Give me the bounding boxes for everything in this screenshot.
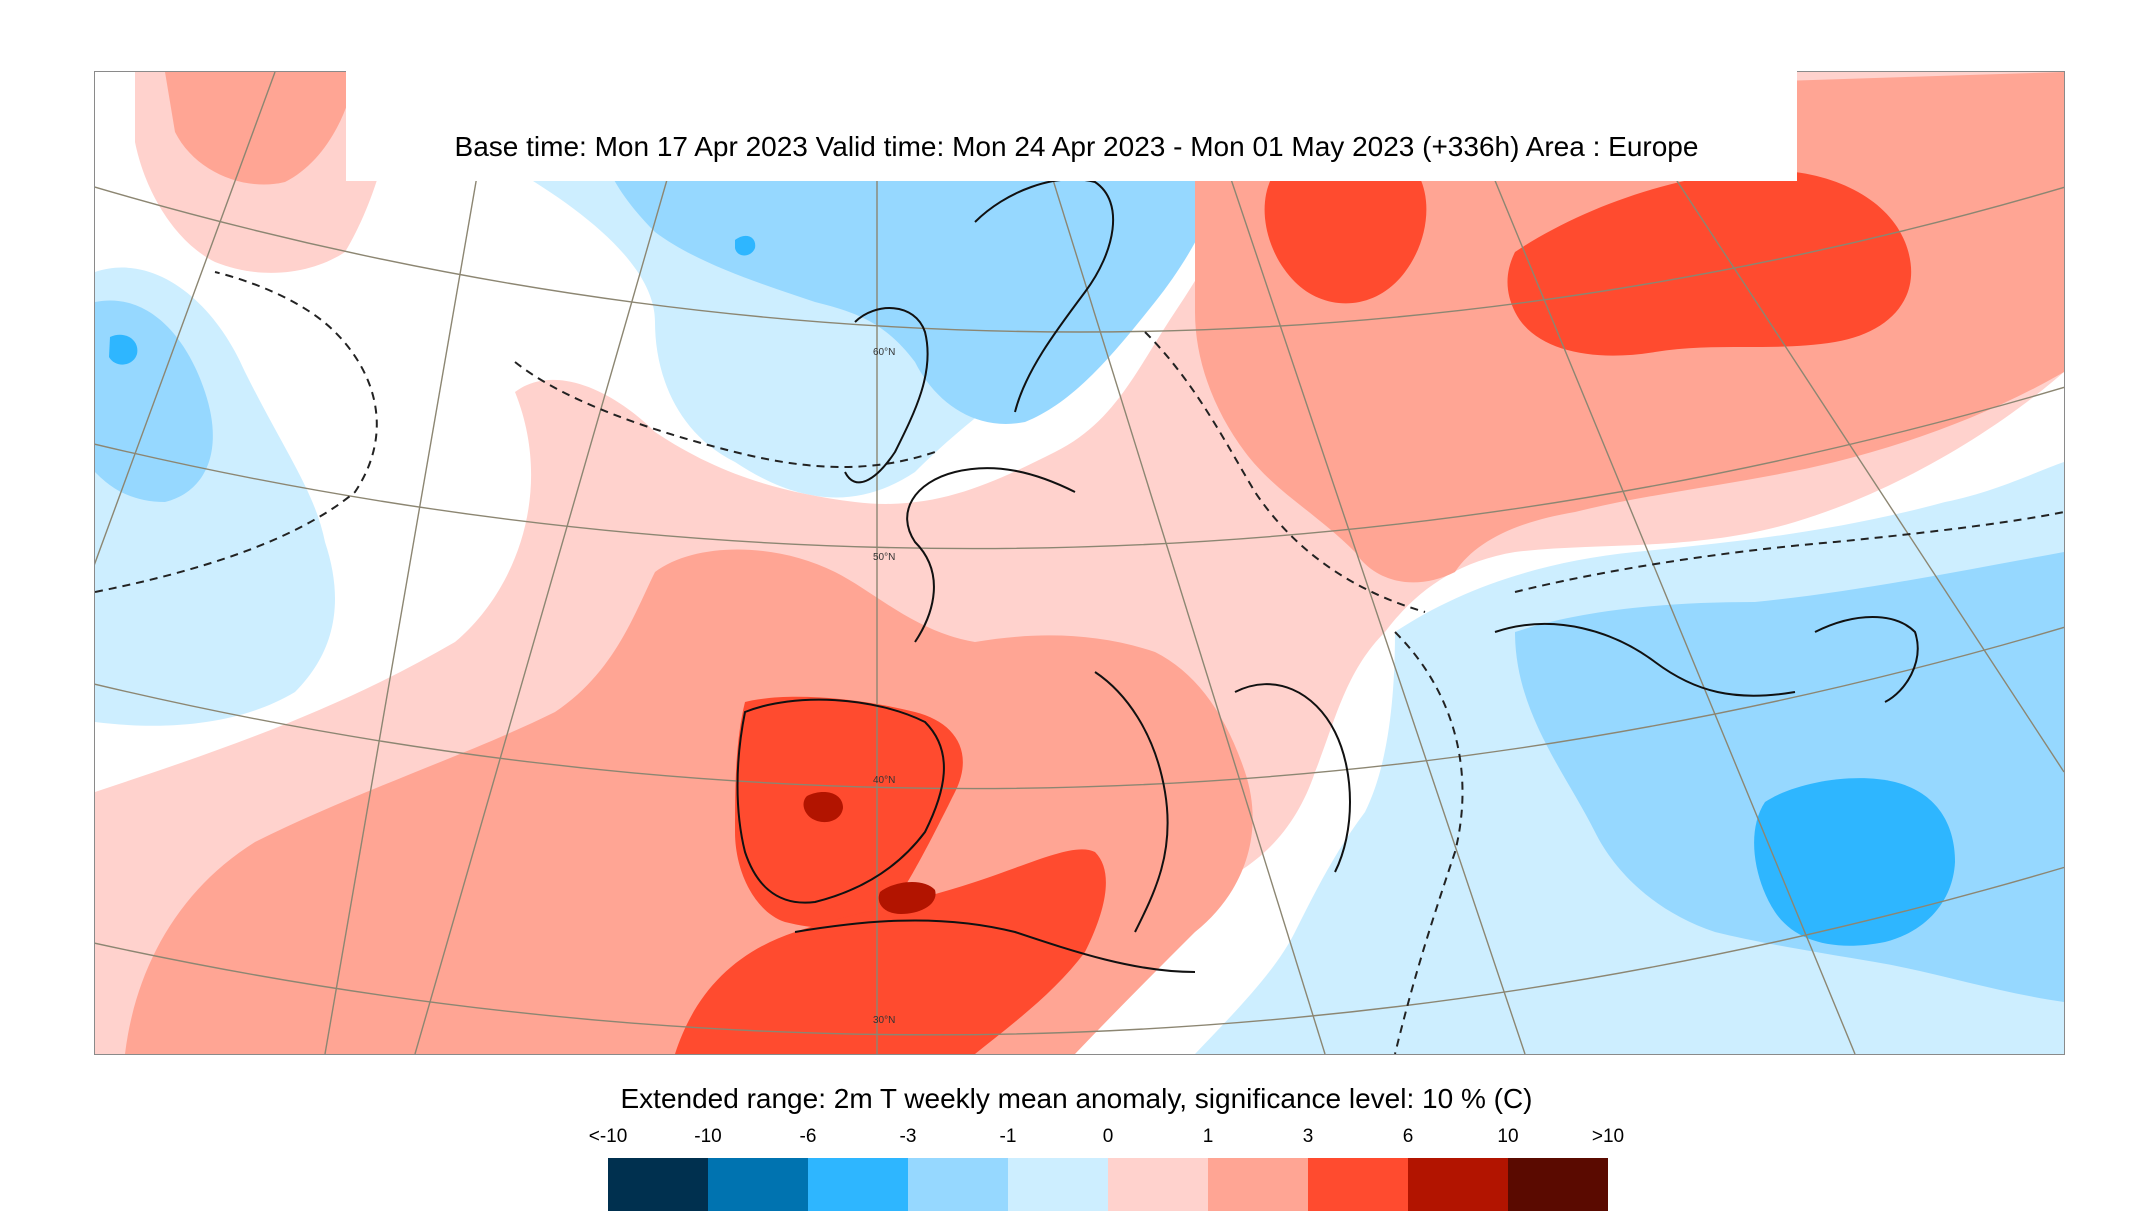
colorbar-swatch	[1308, 1158, 1408, 1211]
north-africa-strong-warm	[675, 849, 1106, 1054]
colorbar-swatch	[608, 1158, 708, 1211]
colorbar-tick-label: -3	[899, 1126, 917, 1147]
east-russia-strong-warm	[1507, 170, 1912, 356]
lat-label-50: 50°N	[873, 552, 895, 563]
iceland-cool-core	[735, 235, 756, 256]
colorbar-tick-label: 1	[1202, 1126, 1214, 1147]
iberia-strong-warm	[735, 696, 963, 928]
coastlines	[736, 178, 1919, 973]
title-panel	[346, 0, 1797, 181]
anomaly-map-canvas: 60°N 50°N 40°N 30°N	[95, 72, 2064, 1054]
colorbar-tick-label: -10	[694, 1126, 722, 1147]
colorbar-tick-label: 10	[1497, 1126, 1519, 1147]
lat-label-60: 60°N	[873, 347, 895, 358]
colorbar-swatch	[908, 1158, 1008, 1211]
iberia-extreme-warm	[803, 792, 843, 823]
scandinavia-cool-anomaly	[595, 132, 1235, 424]
colorbar-title: Extended range: 2m T weekly mean anomaly…	[620, 1083, 1533, 1114]
colorbar-swatch	[1208, 1158, 1308, 1211]
latitude-labels: 60°N 50°N 40°N 30°N	[873, 347, 895, 1026]
colorbar-swatch	[1408, 1158, 1508, 1211]
colorbar-tick-label: <-10	[588, 1126, 628, 1147]
colorbar-tick-label: 3	[1302, 1126, 1314, 1147]
colorbar-tick-label: >10	[1591, 1126, 1625, 1147]
significance-contours	[95, 271, 2064, 1054]
colorbar-swatch	[1008, 1158, 1108, 1211]
colorbar-tick-label: 0	[1102, 1126, 1114, 1147]
anomaly-map: 60°N 50°N 40°N 30°N	[94, 71, 2065, 1055]
colorbar-tick-label: -6	[799, 1126, 817, 1147]
north-africa-extreme-warm	[878, 881, 936, 914]
colorbar	[608, 1158, 1608, 1211]
colorbar-tick-label: -1	[999, 1126, 1017, 1147]
colorbar-swatch	[1508, 1158, 1608, 1211]
graticule	[95, 72, 2064, 1054]
lat-label-30: 30°N	[873, 1015, 895, 1026]
iran-cool-core	[1754, 778, 1955, 946]
colorbar-swatch	[1108, 1158, 1208, 1211]
colorbar-swatch	[808, 1158, 908, 1211]
chart-subtitle: Base time: Mon 17 Apr 2023 Valid time: M…	[454, 131, 1699, 162]
lat-label-40: 40°N	[873, 775, 895, 786]
colorbar-tick-label: 6	[1402, 1126, 1414, 1147]
colorbar-swatch	[708, 1158, 808, 1211]
atlantic-core-cool	[109, 334, 138, 365]
greenland-warm-medium	[165, 72, 355, 185]
north-russia-strong-warm	[1264, 141, 1427, 304]
